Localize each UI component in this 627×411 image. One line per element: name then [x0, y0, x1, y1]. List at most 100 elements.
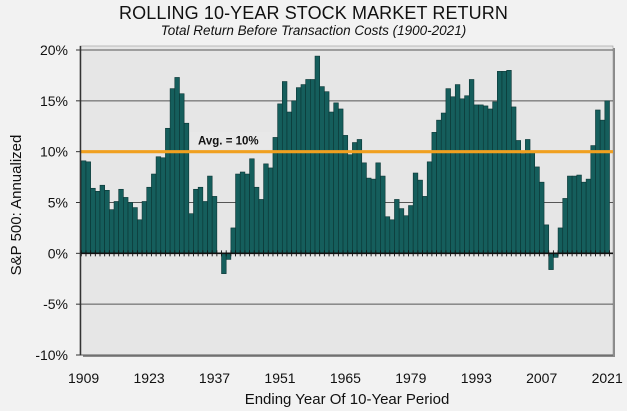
bar-1933	[193, 188, 199, 254]
bar-1914	[104, 190, 110, 254]
x-tick-label: 1951	[264, 370, 295, 386]
bar-1932	[188, 213, 194, 254]
bar-2004	[525, 139, 531, 254]
bar-2018	[590, 145, 596, 254]
x-tick-label: 1923	[134, 370, 165, 386]
average-label: Avg. = 10%	[198, 136, 259, 148]
chart-title: ROLLING 10-YEAR STOCK MARKET RETURN	[119, 3, 508, 23]
bar-1967	[352, 142, 358, 254]
bar-1931	[183, 122, 190, 254]
bar-1951	[277, 103, 283, 254]
bar-1974	[384, 216, 391, 254]
bar-2014	[571, 175, 578, 254]
bar-1988	[450, 96, 456, 254]
bar-1949	[267, 167, 274, 254]
bar-1971	[370, 178, 377, 254]
bar-1939	[221, 253, 227, 274]
bar-2019	[595, 109, 601, 254]
y-tick-label: 0%	[48, 245, 68, 261]
bar-1925	[155, 156, 162, 254]
bar-2000	[506, 70, 512, 254]
bar-1923	[146, 186, 152, 254]
bar-1911	[90, 187, 96, 254]
bar-2001	[511, 106, 517, 254]
bar-1950	[272, 137, 278, 254]
bar-1972	[375, 162, 381, 254]
bar-2003	[520, 153, 526, 254]
bar-2016	[581, 181, 587, 254]
average-label-box	[190, 131, 272, 150]
x-tick-label: 1965	[330, 370, 361, 386]
bar-1936	[207, 175, 213, 254]
bar-1935	[202, 201, 208, 254]
bar-1919	[127, 202, 134, 254]
bar-1929	[174, 77, 180, 254]
bar-1968	[356, 139, 363, 254]
bar-2007	[539, 181, 545, 254]
bar-1918	[123, 197, 129, 254]
bar-1946	[253, 186, 260, 254]
bar-1957	[305, 79, 311, 254]
bar-1924	[151, 173, 157, 254]
bar-1922	[141, 201, 148, 254]
bar-1913	[99, 184, 105, 254]
bar-2015	[576, 174, 582, 254]
y-tick-label: 5%	[48, 195, 68, 211]
bar-1985	[436, 119, 442, 254]
bar-1999	[501, 71, 507, 254]
y-axis-ticks: 20% 15% 10% 5% 0% -5% -10%	[35, 42, 81, 363]
bar-1953	[286, 111, 292, 254]
bar-1970	[366, 177, 372, 254]
bar-1927	[165, 127, 171, 254]
bar-1926	[160, 157, 166, 254]
bar-1959	[314, 55, 320, 254]
y-axis-title: S&P 500: Annualized	[8, 135, 25, 276]
bar-2009	[548, 253, 554, 270]
y-tick-label: 20%	[40, 42, 68, 58]
y-tick-label: -5%	[43, 296, 68, 312]
bar-1979	[408, 205, 414, 254]
bar-1944	[244, 173, 250, 254]
x-tick-label: 1909	[68, 370, 99, 386]
bar-1989	[454, 84, 461, 254]
chart-subtitle: Total Return Before Transaction Costs (1…	[160, 23, 467, 38]
bar-2006	[534, 166, 540, 254]
bar-1947	[258, 199, 264, 254]
bar-1945	[249, 158, 255, 254]
bar-1930	[179, 93, 185, 254]
bar-1986	[440, 112, 447, 254]
bar-1942	[235, 173, 241, 254]
bar-1983	[426, 161, 433, 254]
bar-1996	[487, 108, 493, 254]
bar-1909	[81, 160, 87, 254]
bar-1952	[281, 81, 288, 254]
bar-1917	[118, 188, 124, 254]
bar-1980	[412, 172, 419, 254]
bar-1934	[197, 186, 204, 254]
bar-1921	[137, 219, 143, 254]
bar-1960	[319, 86, 325, 254]
bar-1961	[324, 91, 330, 254]
bar-1958	[310, 79, 316, 254]
bar-1916	[113, 201, 119, 254]
x-tick-label: 1993	[461, 370, 492, 386]
bar-1928	[169, 88, 176, 254]
bar-2011	[557, 227, 564, 254]
average-line-group: Avg. = 10%	[80, 131, 613, 154]
bar-1995	[482, 105, 489, 254]
x-tick-label: 2021	[592, 370, 623, 386]
x-tick-label: 2007	[526, 370, 557, 386]
bar-1915	[109, 209, 115, 254]
x-axis-title: Ending Year Of 10-Year Period	[245, 391, 450, 408]
bar-1940	[225, 253, 232, 260]
bar-1997	[492, 101, 498, 254]
bar-1981	[417, 179, 423, 254]
bar-1962	[328, 111, 335, 254]
bar-2013	[567, 175, 573, 254]
bar-1956	[300, 84, 306, 254]
bar-1977	[398, 208, 405, 254]
bar-1990	[459, 98, 465, 254]
bar-2012	[562, 198, 568, 254]
bar-2021	[604, 100, 610, 254]
